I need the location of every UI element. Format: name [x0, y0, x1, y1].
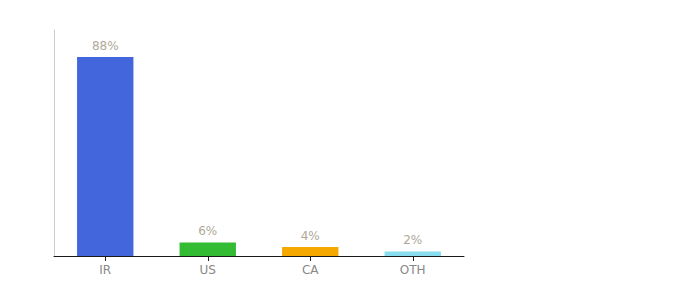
svg-text:IR: IR: [99, 263, 111, 277]
svg-text:2%: 2%: [403, 233, 422, 247]
svg-text:4%: 4%: [301, 229, 320, 243]
svg-text:OTH: OTH: [400, 263, 426, 277]
svg-text:CA: CA: [302, 263, 319, 277]
svg-text:US: US: [200, 263, 216, 277]
svg-text:88%: 88%: [92, 39, 119, 53]
svg-text:6%: 6%: [198, 224, 217, 238]
